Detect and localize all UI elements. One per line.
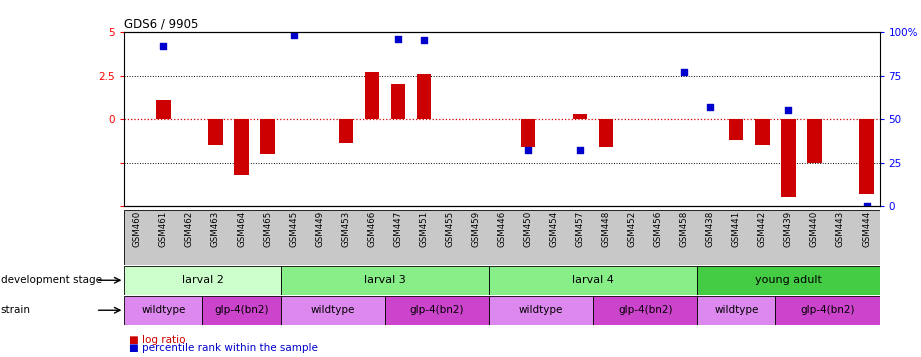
Text: GSM456: GSM456 xyxy=(654,211,663,247)
Text: GSM464: GSM464 xyxy=(237,211,246,247)
Point xyxy=(391,36,405,42)
Text: GSM438: GSM438 xyxy=(705,211,715,247)
Text: GSM454: GSM454 xyxy=(550,211,558,247)
Text: GSM462: GSM462 xyxy=(185,211,194,247)
Text: GSM457: GSM457 xyxy=(576,211,585,247)
Text: GSM466: GSM466 xyxy=(367,211,377,247)
Point xyxy=(703,104,717,110)
Text: strain: strain xyxy=(1,305,31,315)
Text: young adult: young adult xyxy=(755,275,822,285)
Text: GSM439: GSM439 xyxy=(784,211,793,247)
Text: larval 4: larval 4 xyxy=(572,275,614,285)
Bar xyxy=(859,119,874,194)
Text: GSM452: GSM452 xyxy=(627,211,636,247)
Text: larval 2: larval 2 xyxy=(181,275,224,285)
Bar xyxy=(124,296,203,325)
Text: GSM465: GSM465 xyxy=(263,211,272,247)
Bar xyxy=(599,119,613,147)
Text: GSM445: GSM445 xyxy=(289,211,298,247)
Text: GSM444: GSM444 xyxy=(862,211,871,247)
Text: GSM450: GSM450 xyxy=(523,211,532,247)
Text: GSM449: GSM449 xyxy=(315,211,324,247)
Bar xyxy=(385,296,489,325)
Point xyxy=(859,203,874,209)
Text: GSM459: GSM459 xyxy=(472,211,481,247)
Text: GSM463: GSM463 xyxy=(211,211,220,247)
Text: glp-4(bn2): glp-4(bn2) xyxy=(800,305,855,315)
Text: wildtype: wildtype xyxy=(714,305,759,315)
Bar xyxy=(729,119,743,140)
Text: development stage: development stage xyxy=(1,275,102,285)
Text: wildtype: wildtype xyxy=(519,305,564,315)
Bar xyxy=(391,84,405,119)
Text: GSM453: GSM453 xyxy=(341,211,350,247)
Text: wildtype: wildtype xyxy=(141,305,186,315)
Text: GDS6 / 9905: GDS6 / 9905 xyxy=(124,18,199,31)
Bar xyxy=(203,296,281,325)
Bar xyxy=(489,266,697,295)
Point xyxy=(156,43,170,49)
Text: GSM460: GSM460 xyxy=(133,211,142,247)
Bar xyxy=(281,296,385,325)
Text: GSM441: GSM441 xyxy=(732,211,740,247)
Text: wildtype: wildtype xyxy=(310,305,355,315)
Text: GSM446: GSM446 xyxy=(497,211,507,247)
Text: GSM455: GSM455 xyxy=(446,211,454,247)
Bar xyxy=(781,119,796,197)
Text: GSM458: GSM458 xyxy=(680,211,689,247)
Bar xyxy=(157,100,170,119)
Text: larval 3: larval 3 xyxy=(364,275,405,285)
Bar xyxy=(281,266,489,295)
Bar xyxy=(261,119,274,154)
Bar xyxy=(697,296,775,325)
Text: GSM442: GSM442 xyxy=(758,211,767,247)
Bar xyxy=(124,266,281,295)
Text: GSM443: GSM443 xyxy=(836,211,845,247)
Bar xyxy=(521,119,535,147)
Bar xyxy=(808,119,822,162)
Text: GSM461: GSM461 xyxy=(159,211,168,247)
Point xyxy=(781,107,796,113)
Point xyxy=(573,147,588,153)
Bar xyxy=(775,296,880,325)
Bar xyxy=(365,72,379,119)
Bar xyxy=(339,119,353,144)
Text: glp-4(bn2): glp-4(bn2) xyxy=(618,305,672,315)
Bar xyxy=(593,296,697,325)
Bar xyxy=(416,74,431,119)
Text: GSM451: GSM451 xyxy=(419,211,428,247)
Text: GSM440: GSM440 xyxy=(810,211,819,247)
Bar xyxy=(573,114,588,119)
Text: GSM448: GSM448 xyxy=(601,211,611,247)
Bar xyxy=(489,296,593,325)
Point xyxy=(286,32,301,37)
Text: ■ percentile rank within the sample: ■ percentile rank within the sample xyxy=(129,343,318,353)
Text: GSM447: GSM447 xyxy=(393,211,402,247)
Text: glp-4(bn2): glp-4(bn2) xyxy=(215,305,269,315)
Bar xyxy=(755,119,770,145)
Bar xyxy=(697,266,880,295)
Bar xyxy=(208,119,223,145)
Text: glp-4(bn2): glp-4(bn2) xyxy=(410,305,464,315)
Point xyxy=(677,69,692,75)
Point xyxy=(520,147,535,153)
Bar xyxy=(234,119,249,175)
Point xyxy=(416,37,431,43)
Text: ■ log ratio: ■ log ratio xyxy=(129,335,185,345)
